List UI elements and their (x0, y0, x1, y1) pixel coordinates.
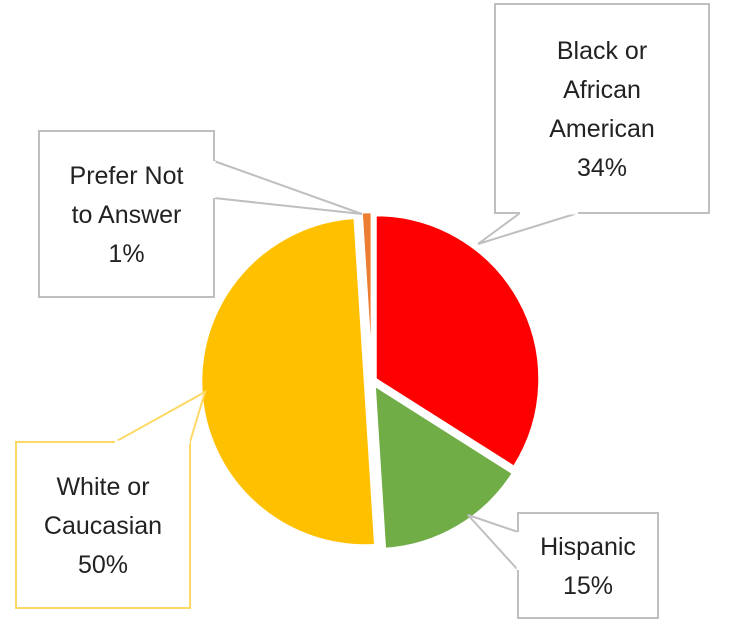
pie-slice-white-or-caucasian (199, 216, 377, 547)
callout-pointer (213, 159, 363, 215)
data-label-category: American (549, 115, 655, 143)
data-label-percent: 34% (577, 154, 627, 182)
callout-pointer (111, 389, 207, 443)
data-label-category: Prefer Not (70, 162, 184, 190)
pie-slice-prefer-not-to-answer (360, 210, 374, 377)
data-label-category: White or (56, 473, 149, 501)
data-label-percent: 15% (563, 572, 613, 600)
callout-hispanic: Hispanic 15% (467, 512, 659, 619)
data-label-percent: 50% (78, 551, 128, 579)
data-label-category: Black or (557, 37, 647, 65)
pie-slice-black-or-african-american (374, 213, 541, 469)
callout-prefer-not-to-answer: Prefer Not to Answer 1% (38, 130, 363, 298)
callout-black-or-african-american: Black or African American 34% (477, 3, 710, 245)
data-label-category: African (563, 76, 641, 104)
callout-pointer (477, 212, 579, 245)
callout-pointer (467, 514, 519, 573)
data-label-category: Caucasian (44, 512, 162, 540)
data-label-category: Hispanic (540, 533, 636, 561)
callout-white-or-caucasian: White or Caucasian 50% (15, 389, 207, 609)
data-label-percent: 1% (108, 240, 144, 268)
pie-slice-hispanic (373, 382, 515, 551)
data-label-category: to Answer (72, 201, 182, 229)
